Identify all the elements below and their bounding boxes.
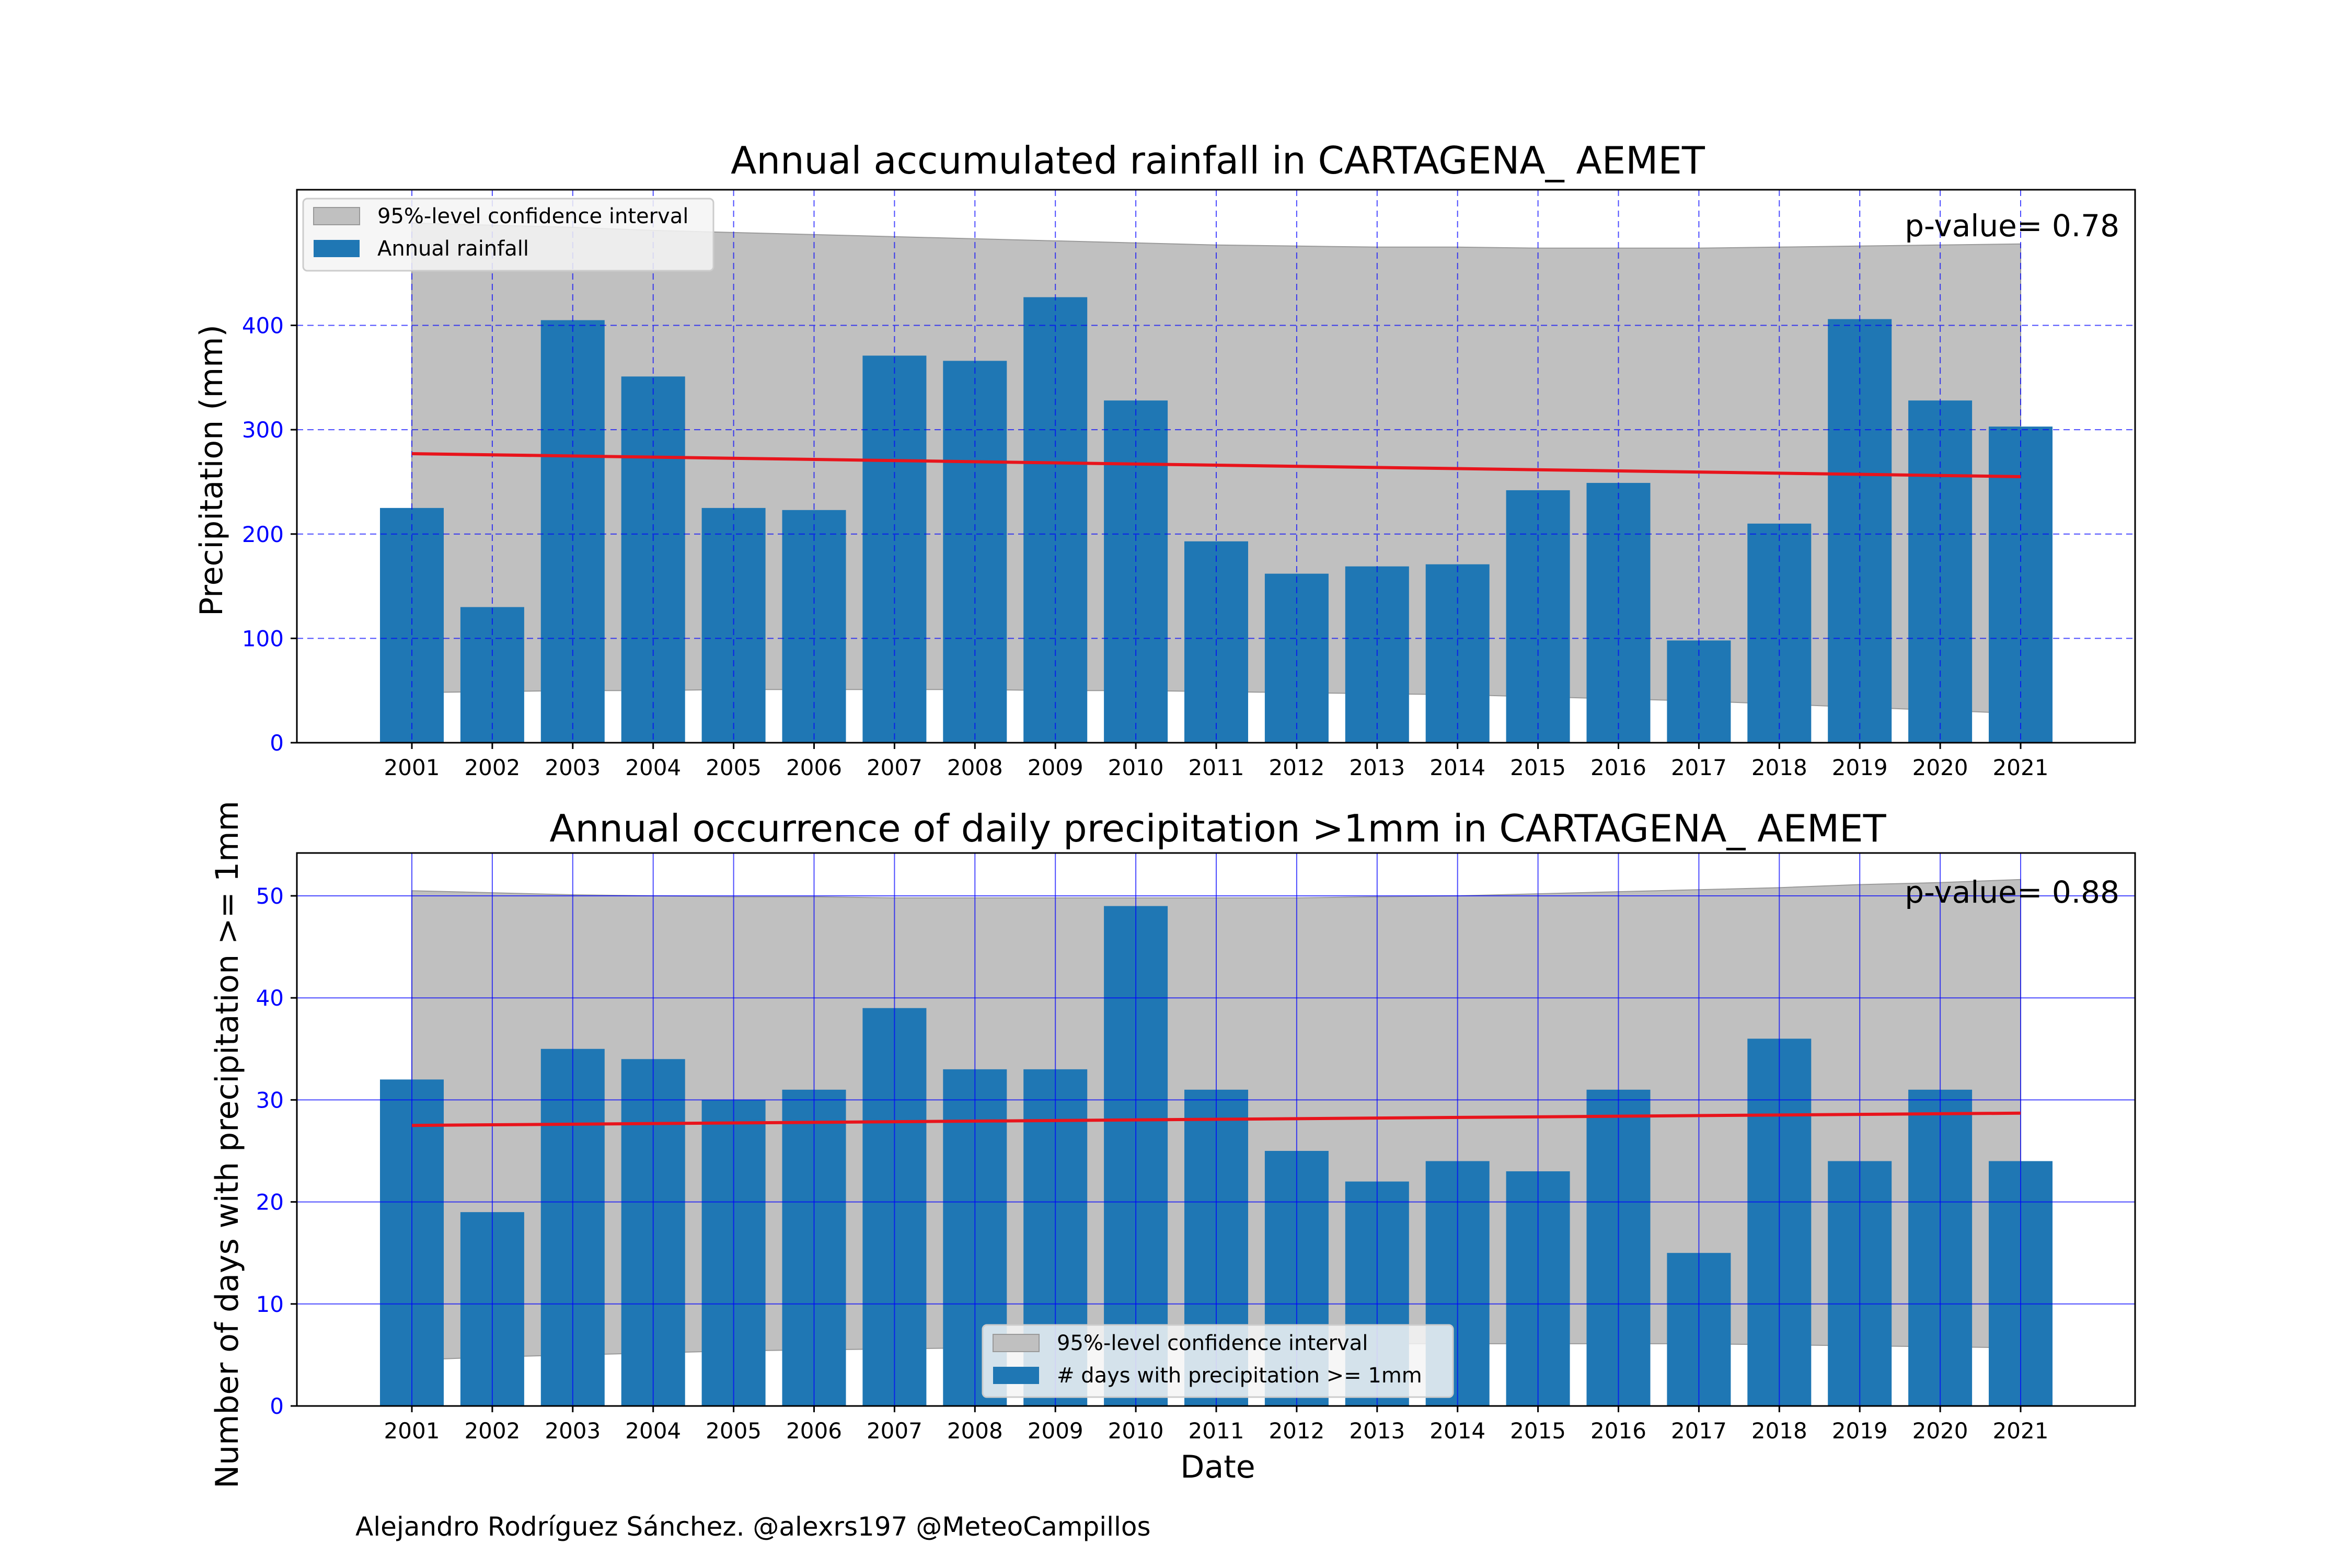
x-tick-label: 2010 xyxy=(1108,1418,1164,1444)
chart-title: Annual accumulated rainfall in CARTAGENA… xyxy=(731,139,1705,182)
p-value-label: p-value= 0.88 xyxy=(1905,874,2119,910)
legend-label-bars: Annual rainfall xyxy=(377,237,529,261)
x-tick-label: 2021 xyxy=(1993,755,2049,780)
x-tick-label: 2011 xyxy=(1189,1418,1244,1444)
x-tick-label: 2018 xyxy=(1751,1418,1807,1444)
legend-label-confidence: 95%-level confidence interval xyxy=(377,204,688,228)
legend-label-bars: # days with precipitation >= 1mm xyxy=(1057,1364,1422,1388)
legend: 95%-level confidence interval # days wit… xyxy=(982,1324,1454,1398)
x-tick-label: 2007 xyxy=(867,1418,923,1444)
trend-line xyxy=(411,1111,2021,1127)
x-tick-label: 2017 xyxy=(1671,755,1727,780)
x-tick-label: 2006 xyxy=(786,1418,842,1444)
x-tick-label: 2001 xyxy=(384,755,440,780)
p-value-label: p-value= 0.78 xyxy=(1905,208,2119,244)
x-tick-label: 2019 xyxy=(1832,1418,1888,1444)
x-tick-label: 2005 xyxy=(706,1418,762,1444)
y-tick-label: 200 xyxy=(242,522,284,547)
x-tick-label: 2002 xyxy=(464,755,520,780)
x-tick-label: 2009 xyxy=(1028,755,1083,780)
x-tick-label: 2019 xyxy=(1832,755,1888,780)
author-credit: Alejandro Rodríguez Sánchez. @alexrs197 … xyxy=(355,1512,1151,1542)
x-tick-label: 2012 xyxy=(1269,1418,1324,1444)
x-tick-label: 2010 xyxy=(1108,755,1164,780)
y-axis-label: Number of days with precipitation >= 1mm xyxy=(209,801,246,1489)
x-tick-label: 2004 xyxy=(625,1418,681,1444)
x-tick-label: 2011 xyxy=(1189,755,1244,780)
bar-2021 xyxy=(1989,426,2053,743)
x-tick-label: 2003 xyxy=(545,755,601,780)
x-tick-label: 2012 xyxy=(1269,755,1324,780)
plot-area: 2001 2002 2003 2004 2005 2006 2007 2008 2009 2010… xyxy=(256,852,2136,1444)
y-tick-label: 10 xyxy=(256,1292,284,1317)
y-tick-label: 50 xyxy=(256,883,284,909)
y-tick-label: 0 xyxy=(270,1393,284,1419)
legend-swatch-confidence xyxy=(993,1334,1040,1352)
legend-swatch-confidence xyxy=(313,207,360,225)
legend-box xyxy=(982,1324,1454,1398)
x-tick-label: 2016 xyxy=(1590,755,1646,780)
x-tick-label: 2004 xyxy=(625,755,681,780)
panel-annual-rainfall: Annual accumulated rainfall in CARTAGENA… xyxy=(193,139,2136,780)
y-tick-label: 30 xyxy=(256,1087,284,1113)
x-tick-label: 2014 xyxy=(1429,755,1485,780)
legend: 95%-level confidence interval Annual rai… xyxy=(302,198,714,272)
x-tick-label: 2015 xyxy=(1510,755,1566,780)
y-tick-label: 40 xyxy=(256,985,284,1011)
y-tick-label: 100 xyxy=(242,626,284,651)
x-tick-label: 2020 xyxy=(1912,755,1968,780)
legend-swatch-bars xyxy=(314,240,360,257)
y-axis-label: Precipitation (mm) xyxy=(193,325,230,616)
y-tick-label: 0 xyxy=(270,730,284,756)
y-tick-label: 300 xyxy=(242,417,284,443)
trend-line xyxy=(411,452,2021,478)
x-tick-label: 2014 xyxy=(1429,1418,1485,1444)
plot-area: 2001 2002 2003 2004 2005 2006 2007 2008 2009 2010… xyxy=(242,189,2136,780)
x-tick-label: 2002 xyxy=(464,1418,520,1444)
legend-swatch-bars xyxy=(993,1367,1039,1384)
y-tick-label: 20 xyxy=(256,1190,284,1215)
y-tick-label: 400 xyxy=(242,313,284,339)
x-tick-label: 2009 xyxy=(1028,1418,1083,1444)
legend-label-confidence: 95%-level confidence interval xyxy=(1057,1331,1368,1355)
legend-box xyxy=(302,198,714,272)
x-tick-label: 2013 xyxy=(1349,755,1405,780)
x-axis-label: Date xyxy=(1180,1449,1255,1485)
x-tick-label: 2018 xyxy=(1751,755,1807,780)
x-tick-label: 2001 xyxy=(384,1418,440,1444)
x-tick-label: 2020 xyxy=(1912,1418,1968,1444)
x-tick-label: 2013 xyxy=(1349,1418,1405,1444)
x-tick-label: 2008 xyxy=(947,755,1003,780)
x-tick-label: 2021 xyxy=(1993,1418,2049,1444)
x-tick-label: 2015 xyxy=(1510,1418,1566,1444)
bar-2015 xyxy=(1506,490,1570,743)
chart-title: Annual occurrence of daily precipitation… xyxy=(549,806,1886,850)
x-tick-label: 2006 xyxy=(786,755,842,780)
x-tick-label: 2016 xyxy=(1590,1418,1646,1444)
x-tick-label: 2005 xyxy=(706,755,762,780)
x-tick-label: 2003 xyxy=(545,1418,601,1444)
x-tick-label: 2007 xyxy=(867,755,923,780)
x-tick-label: 2008 xyxy=(947,1418,1003,1444)
panel-rain-days: Annual occurrence of daily precipitation… xyxy=(209,801,2136,1489)
x-tick-label: 2017 xyxy=(1671,1418,1727,1444)
